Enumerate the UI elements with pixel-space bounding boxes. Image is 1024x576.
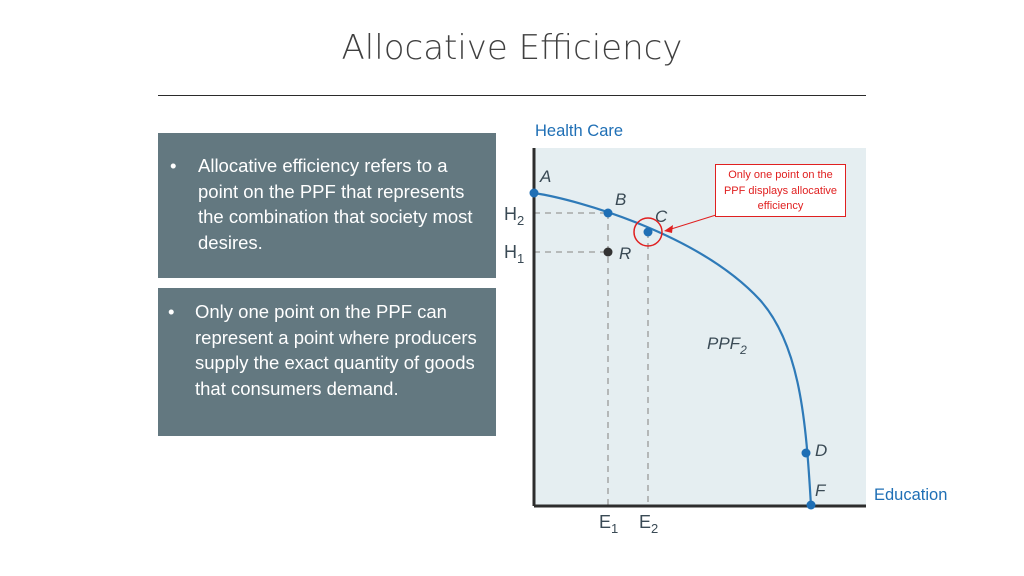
ppf-label-sub: 2 — [739, 343, 747, 357]
tick-e2-main: E — [639, 512, 651, 532]
bullet-marker: • — [170, 155, 177, 176]
point-a — [529, 188, 539, 198]
point-r — [603, 247, 613, 257]
ppf-label: PPF2 — [707, 334, 747, 357]
label-f: F — [815, 481, 827, 500]
tick-h1: H1 — [504, 242, 524, 266]
label-d: D — [815, 441, 827, 460]
tick-e2-sub: 2 — [651, 521, 658, 536]
slide-title: Allocative Efficiency — [341, 28, 683, 68]
tick-h2-sub: 2 — [517, 213, 524, 228]
point-c — [643, 227, 653, 237]
bullet-box-2: • Only one point on the PPF can represen… — [158, 288, 496, 436]
point-b — [603, 208, 613, 218]
tick-e1-main: E — [599, 512, 611, 532]
tick-e2: E2 — [639, 512, 658, 536]
bullet-text-2: Only one point on the PPF can represent … — [195, 301, 477, 399]
tick-h1-main: H — [504, 242, 517, 262]
label-c: C — [655, 207, 668, 226]
ppf-curve — [533, 191, 813, 507]
tick-h2-main: H — [504, 204, 517, 224]
label-b: B — [615, 190, 626, 209]
point-d — [801, 448, 811, 458]
ppf-label-main: PPF — [707, 334, 742, 353]
y-axis-label: Health Care — [535, 122, 624, 140]
bullet-box-1: • Allocative efficiency refers to a poin… — [158, 133, 496, 278]
highlight-circle — [633, 217, 663, 247]
callout-arrow — [667, 214, 717, 231]
label-a: A — [539, 167, 551, 186]
x-axis-label: Education — [874, 486, 948, 504]
title-divider — [158, 95, 866, 96]
tick-e1-sub: 1 — [611, 521, 618, 536]
label-r: R — [619, 244, 631, 263]
tick-h1-sub: 1 — [517, 251, 524, 266]
tick-e1: E1 — [599, 512, 618, 536]
bullet-text-1: Allocative efficiency refers to a point … — [198, 155, 473, 253]
callout-box: Only one point on the PPF displays alloc… — [715, 164, 846, 217]
callout-arrowhead — [664, 225, 673, 233]
tick-h2: H2 — [504, 204, 524, 228]
bullet-marker: • — [168, 301, 175, 322]
point-f — [806, 500, 816, 510]
